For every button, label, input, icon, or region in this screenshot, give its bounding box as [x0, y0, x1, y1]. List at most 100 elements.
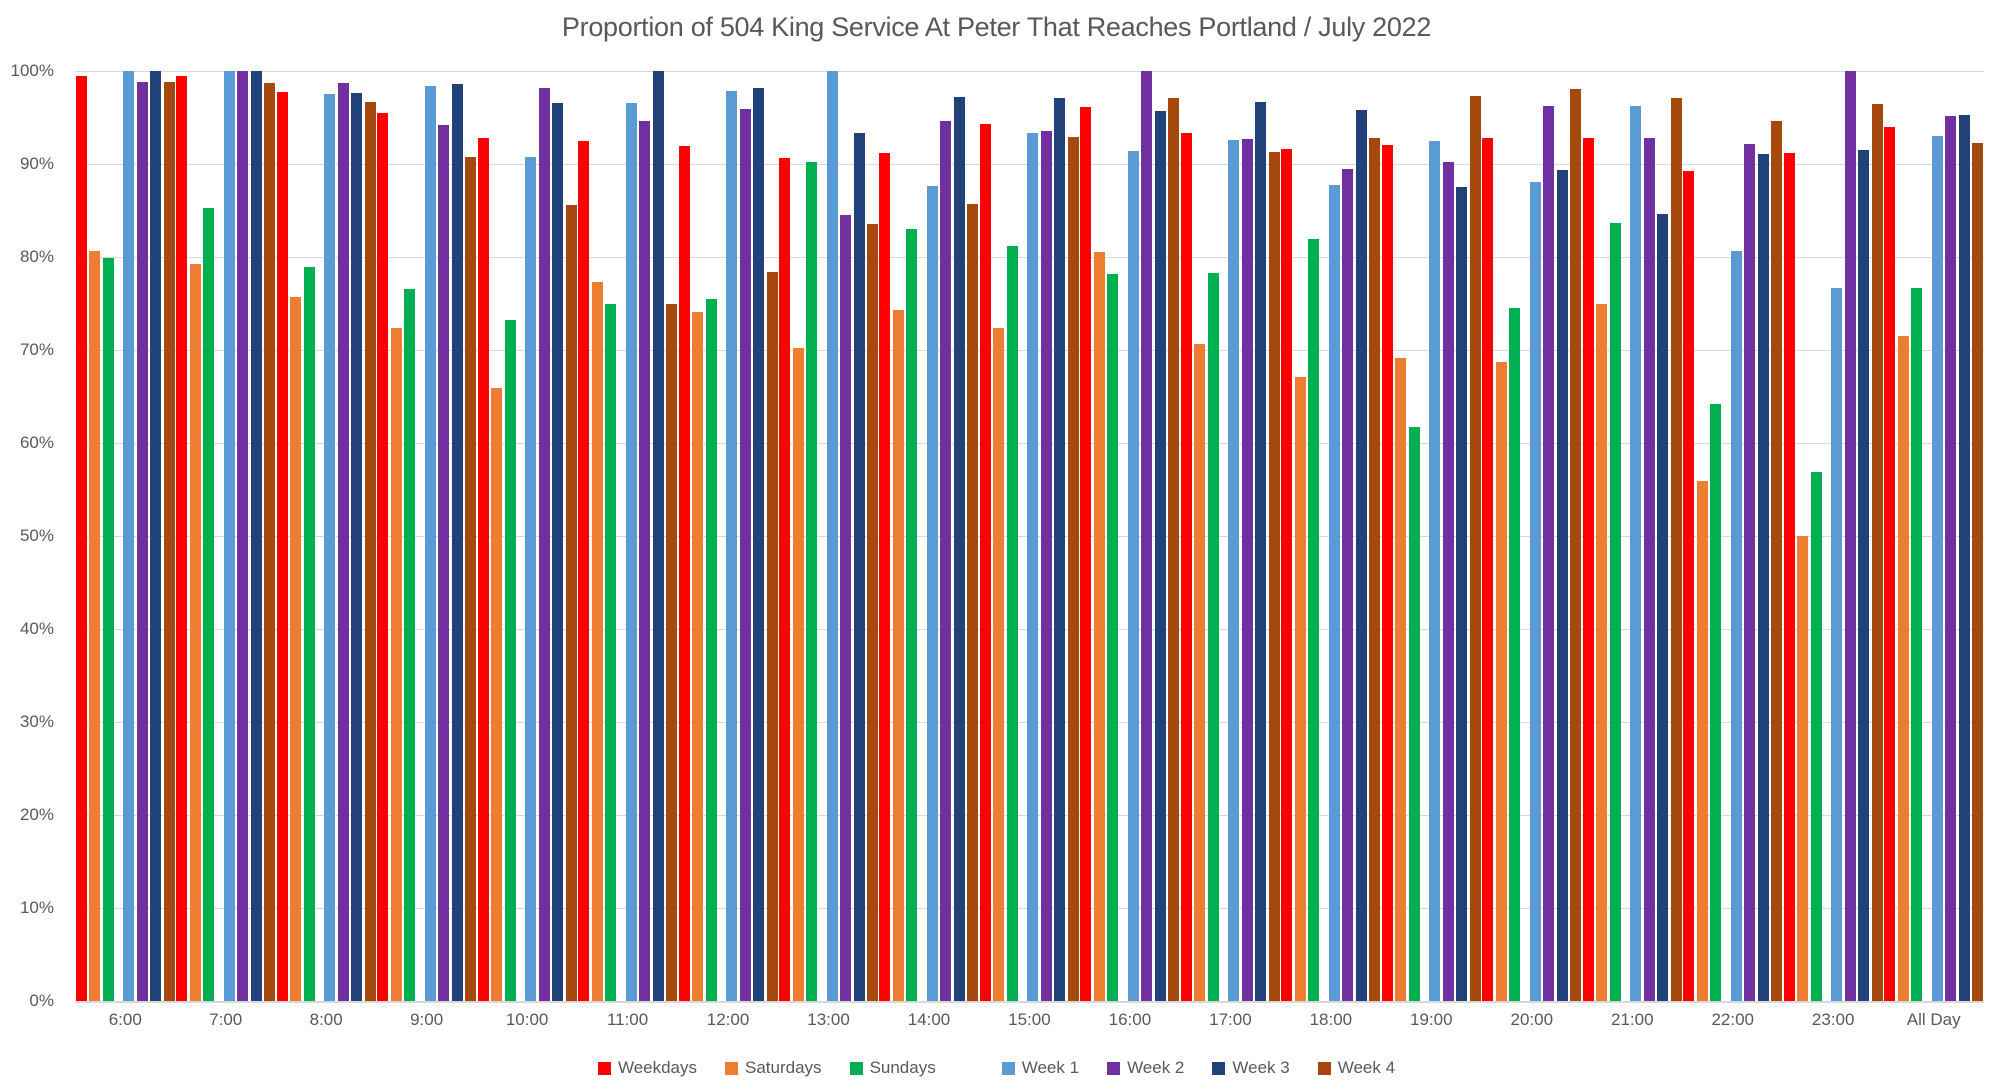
- legend-item-week-1: Week 1: [1001, 1058, 1079, 1078]
- bar-week-1: [1328, 185, 1340, 1001]
- bar-weekdays: [377, 112, 389, 1001]
- bar-week-3: [552, 102, 564, 1001]
- bar-week-2: [1543, 106, 1555, 1001]
- bar-weekdays: [75, 75, 87, 1001]
- legend-item-week-4: Week 4: [1317, 1058, 1396, 1078]
- bar-saturdays: [792, 348, 804, 1001]
- bar-week-1: [525, 156, 537, 1001]
- bar-saturdays: [390, 327, 402, 1001]
- bar-week-4: [1469, 96, 1481, 1001]
- bar-sundays: [203, 207, 215, 1001]
- x-tick-label: 18:00: [1309, 1010, 1353, 1029]
- legend-label: Week 3: [1232, 1058, 1290, 1077]
- bar-week-1: [926, 186, 938, 1001]
- bar-sundays: [1308, 239, 1320, 1001]
- bar-sundays: [1810, 471, 1822, 1001]
- bar-week-1: [826, 71, 838, 1001]
- bar-sundays: [605, 303, 617, 1001]
- chart-title: Proportion of 504 King Service At Peter …: [561, 12, 1432, 42]
- bar-sundays: [1710, 403, 1722, 1001]
- bar-saturdays: [1294, 376, 1306, 1001]
- bar-week-2: [1744, 144, 1756, 1001]
- bar-week-2: [739, 109, 751, 1001]
- bar-saturdays: [892, 310, 904, 1001]
- x-tick-label: 14:00: [907, 1010, 951, 1029]
- bar-week-2: [639, 121, 651, 1001]
- bar-saturdays: [692, 311, 704, 1001]
- x-tick-label: 19:00: [1410, 1010, 1453, 1029]
- bar-week-3: [250, 71, 262, 1001]
- bar-week-2: [538, 87, 550, 1001]
- bar-week-3: [652, 71, 664, 1001]
- legend: Weekdays Saturdays Sundays Week 1 Week 2 Week…: [0, 1058, 1993, 1078]
- bar-week-4: [1972, 142, 1984, 1001]
- subgroup-spacer: [1623, 1000, 1630, 1001]
- bar-weekdays: [1080, 107, 1092, 1001]
- bar-week-2: [840, 215, 852, 1001]
- bar-week-1: [123, 71, 135, 1001]
- bar-weekdays: [1180, 133, 1192, 1001]
- bar-weekdays: [176, 75, 188, 1001]
- bar-weekdays: [578, 140, 590, 1001]
- bar-sundays: [906, 229, 918, 1001]
- bar-saturdays: [290, 297, 302, 1001]
- y-tick-label: 70%: [19, 340, 54, 359]
- bar-week-3: [1154, 111, 1166, 1001]
- legend-swatch-icon: [1212, 1061, 1226, 1075]
- bar-group-17-00: [1180, 71, 1280, 1001]
- subgroup-spacer: [820, 1000, 827, 1001]
- subgroup-spacer: [518, 1000, 525, 1001]
- bar-sundays: [806, 162, 818, 1001]
- bar-week-1: [223, 71, 235, 1001]
- y-tick-label: 20%: [19, 805, 54, 824]
- y-tick-label: 90%: [19, 154, 54, 173]
- bar-sundays: [1006, 245, 1018, 1001]
- bar-week-1: [726, 90, 738, 1001]
- bar-weekdays: [1884, 126, 1896, 1001]
- x-tick-label: 13:00: [807, 1010, 850, 1029]
- bar-saturdays: [491, 388, 503, 1001]
- legend-label: Week 4: [1337, 1058, 1396, 1077]
- x-tick-label: 12:00: [706, 1010, 750, 1029]
- bar-group-22-00: [1683, 71, 1783, 1001]
- legend-label: Weekdays: [617, 1058, 698, 1077]
- bar-week-1: [1429, 140, 1441, 1001]
- x-axis-line: [75, 1001, 1984, 1003]
- y-tick-label: 40%: [19, 619, 54, 638]
- bar-weekdays: [779, 158, 791, 1001]
- bar-week-4: [666, 304, 678, 1001]
- bar-week-4: [1670, 97, 1682, 1001]
- bar-saturdays: [591, 282, 603, 1001]
- legend-item-weekdays: Weekdays: [597, 1058, 698, 1078]
- legend-swatch-icon: [1107, 1061, 1121, 1075]
- bar-week-4: [1771, 121, 1783, 1001]
- bar-week-2: [1141, 71, 1153, 1001]
- gridline: [75, 71, 1984, 72]
- x-tick-label: 23:00: [1811, 1010, 1855, 1029]
- bar-week-4: [1369, 137, 1381, 1001]
- legend-label: Week 2: [1127, 1058, 1185, 1077]
- bar-saturdays: [89, 251, 101, 1001]
- subgroup-spacer: [719, 1000, 726, 1001]
- bar-group-18-00: [1281, 71, 1381, 1001]
- bar-saturdays: [1495, 362, 1507, 1001]
- bar-week-1: [1931, 136, 1943, 1001]
- bar-week-4: [967, 204, 979, 1001]
- bar-saturdays: [1596, 303, 1608, 1001]
- bar-week-4: [766, 271, 778, 1001]
- bar-sundays: [1509, 308, 1521, 1001]
- x-tick-label: 17:00: [1209, 1010, 1252, 1029]
- bar-week-3: [1556, 169, 1568, 1001]
- bar-week-2: [337, 83, 349, 1001]
- bar-week-1: [1127, 150, 1139, 1001]
- x-tick-label: 22:00: [1711, 1010, 1754, 1029]
- bar-week-4: [1268, 151, 1280, 1001]
- bar-group-8-00: [276, 71, 376, 1001]
- bar-saturdays: [993, 327, 1005, 1001]
- bar-week-2: [438, 124, 450, 1001]
- bar-weekdays: [1582, 137, 1594, 1001]
- subgroup-spacer: [1020, 1000, 1027, 1001]
- legend-swatch-icon: [849, 1061, 863, 1075]
- bar-week-2: [1342, 168, 1354, 1001]
- bar-week-1: [424, 85, 436, 1001]
